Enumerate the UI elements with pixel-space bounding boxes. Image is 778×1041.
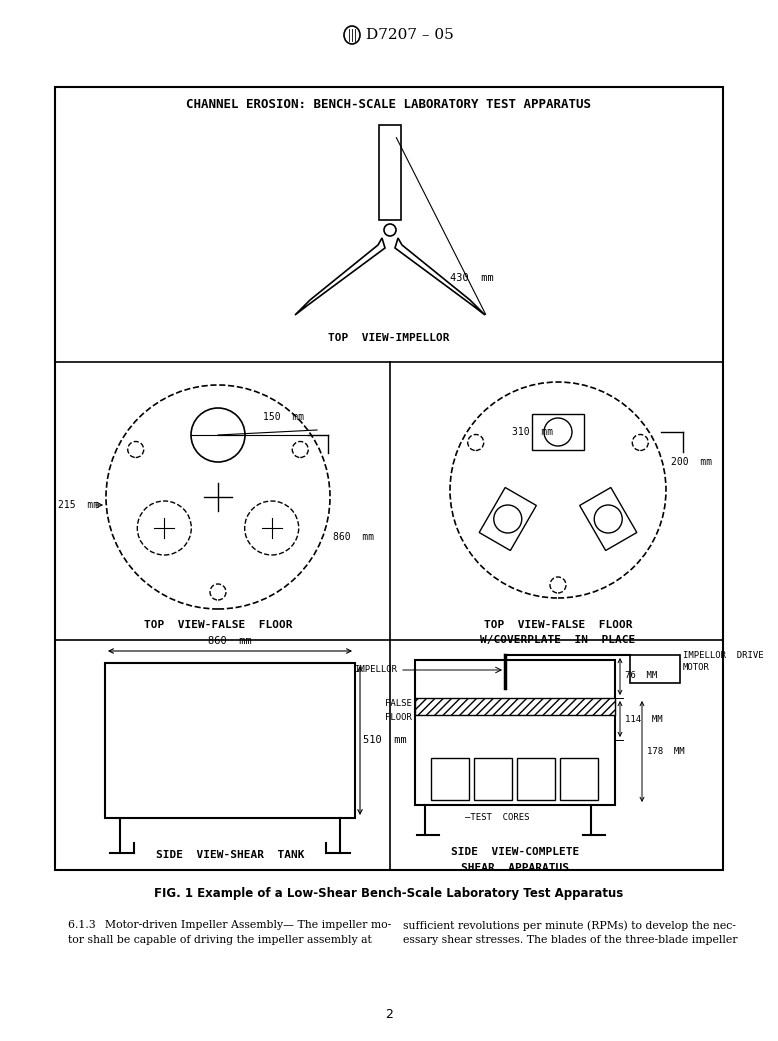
Polygon shape [295, 238, 385, 315]
Polygon shape [379, 125, 401, 220]
Text: SIDE  VIEW-SHEAR  TANK: SIDE VIEW-SHEAR TANK [156, 850, 304, 860]
Text: SHEAR  APPARATUS: SHEAR APPARATUS [461, 863, 569, 873]
Text: 6.1.3   Motor-driven Impeller Assembly— The impeller mo-
tor shall be capable of: 6.1.3 Motor-driven Impeller Assembly— Th… [68, 920, 391, 945]
Bar [415, 699, 615, 715]
Text: CHANNEL EROSION: BENCH-SCALE LABORATORY TEST APPARATUS: CHANNEL EROSION: BENCH-SCALE LABORATORY … [187, 99, 591, 111]
Text: –TEST  CORES: –TEST CORES [465, 812, 530, 821]
Text: 178  MM: 178 MM [647, 746, 685, 756]
Circle shape [106, 385, 330, 609]
Bar [415, 660, 615, 805]
Circle shape [550, 577, 566, 593]
Text: 860  mm: 860 mm [333, 532, 374, 542]
Bar [431, 758, 469, 799]
Circle shape [245, 501, 299, 555]
Text: TOP  VIEW-FALSE  FLOOR: TOP VIEW-FALSE FLOOR [144, 620, 293, 630]
Bar [474, 758, 512, 799]
Text: 76  MM: 76 MM [625, 671, 657, 681]
Ellipse shape [344, 26, 360, 44]
Text: FLOOR: FLOOR [385, 712, 412, 721]
Bar [55, 87, 723, 870]
Text: D7207 – 05: D7207 – 05 [366, 28, 454, 42]
Text: MOTOR: MOTOR [683, 663, 710, 672]
Text: TOP  VIEW-IMPELLOR: TOP VIEW-IMPELLOR [328, 333, 450, 342]
Text: 860  mm: 860 mm [209, 636, 252, 646]
Circle shape [191, 408, 245, 462]
Text: TOP  VIEW-FALSE  FLOOR: TOP VIEW-FALSE FLOOR [484, 620, 633, 630]
Circle shape [128, 441, 144, 457]
Polygon shape [395, 238, 485, 315]
Circle shape [210, 584, 226, 600]
Text: sufficient revolutions per minute (RPMs) to develop the nec-
essary shear stress: sufficient revolutions per minute (RPMs)… [403, 920, 738, 945]
Circle shape [494, 505, 522, 533]
Text: 510  mm: 510 mm [363, 735, 407, 745]
Text: IMPELLOR  DRIVE: IMPELLOR DRIVE [683, 651, 764, 660]
Bar [479, 487, 536, 551]
Text: 114  MM: 114 MM [625, 714, 663, 723]
Bar [630, 655, 680, 683]
Text: 430  mm: 430 mm [450, 273, 494, 283]
Bar [105, 663, 355, 818]
Circle shape [450, 382, 666, 598]
Text: W/COVERPLATE  IN  PLACE: W/COVERPLATE IN PLACE [480, 635, 636, 645]
Circle shape [384, 224, 396, 236]
Circle shape [594, 505, 622, 533]
Bar [532, 414, 584, 450]
Text: 150  mm: 150 mm [263, 412, 304, 422]
Text: FIG. 1 Example of a Low-Shear Bench-Scale Laboratory Test Apparatus: FIG. 1 Example of a Low-Shear Bench-Scal… [154, 887, 624, 899]
Bar [517, 758, 555, 799]
Text: 310  mm: 310 mm [513, 427, 554, 437]
Text: SIDE  VIEW-COMPLETE: SIDE VIEW-COMPLETE [451, 847, 579, 857]
Text: 200  mm: 200 mm [671, 457, 712, 467]
Circle shape [468, 434, 484, 451]
Text: IMPELLOR: IMPELLOR [354, 665, 397, 675]
Text: 215  mm: 215 mm [58, 500, 99, 510]
Circle shape [633, 434, 648, 451]
Circle shape [293, 441, 308, 457]
Circle shape [137, 501, 191, 555]
Circle shape [544, 418, 572, 446]
Text: 2: 2 [385, 1009, 393, 1021]
Bar [560, 758, 598, 799]
Text: FALSE: FALSE [385, 699, 412, 708]
Bar [580, 487, 637, 551]
